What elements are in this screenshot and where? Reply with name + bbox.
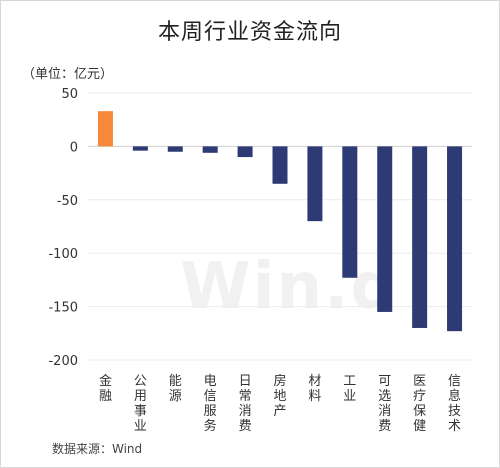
bar — [272, 146, 288, 184]
bar — [202, 146, 218, 153]
x-tick-label: 公用事业 — [134, 374, 147, 434]
bar — [412, 146, 428, 328]
bar — [307, 146, 323, 222]
y-tick-label: -150 — [48, 301, 78, 316]
y-tick-label: 50 — [61, 87, 78, 102]
unit-label: （单位：亿元） — [22, 67, 114, 82]
x-tick-label: 能源 — [169, 374, 182, 404]
y-tick-label: 0 — [70, 140, 78, 155]
bar — [132, 146, 148, 151]
x-tick-label: 可选消费 — [378, 374, 391, 434]
bar — [167, 146, 183, 152]
x-tick-label: 工业 — [343, 374, 356, 404]
source-note: 数据来源：Wind — [52, 442, 143, 456]
x-tick-label: 材料 — [308, 374, 321, 404]
bar — [237, 146, 253, 158]
y-tick-label: -100 — [48, 247, 78, 262]
x-tick-label: 电信服务 — [204, 374, 217, 434]
x-tick-label: 日常消费 — [239, 374, 252, 434]
y-tick-label: -200 — [48, 354, 78, 369]
bar — [447, 146, 463, 332]
x-tick-label: 信息技术 — [448, 374, 461, 434]
y-tick-label: -50 — [57, 194, 78, 209]
x-tick-label: 金融 — [99, 373, 112, 404]
x-tick-label: 医疗保健 — [413, 374, 426, 434]
wind-watermark: Win.d — [180, 250, 399, 324]
bar — [97, 111, 113, 147]
chart-title: 本周行业资金流向 — [157, 20, 342, 45]
bar — [377, 146, 393, 312]
x-tick-label: 房地产 — [273, 373, 286, 419]
bar — [342, 146, 358, 278]
